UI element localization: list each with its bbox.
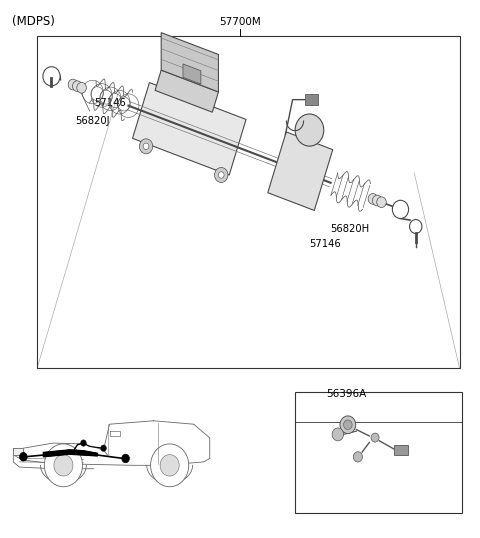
Text: 56820H: 56820H xyxy=(331,224,370,234)
Polygon shape xyxy=(268,132,333,210)
Circle shape xyxy=(371,433,379,442)
Circle shape xyxy=(344,420,352,429)
Bar xyxy=(304,94,318,105)
Circle shape xyxy=(151,444,189,487)
Circle shape xyxy=(372,195,382,206)
Circle shape xyxy=(353,452,362,462)
Bar xyxy=(394,445,408,455)
Text: 57700M: 57700M xyxy=(219,17,261,27)
Text: 57146: 57146 xyxy=(95,98,126,109)
Polygon shape xyxy=(132,82,246,175)
Bar xyxy=(295,392,462,513)
Circle shape xyxy=(101,445,107,451)
Circle shape xyxy=(44,444,83,487)
Circle shape xyxy=(68,79,78,90)
Circle shape xyxy=(81,440,86,446)
Circle shape xyxy=(54,455,73,476)
Circle shape xyxy=(332,428,344,441)
Circle shape xyxy=(215,167,228,182)
Polygon shape xyxy=(43,450,97,457)
Text: 56396A: 56396A xyxy=(326,388,366,399)
Polygon shape xyxy=(183,64,201,84)
Circle shape xyxy=(143,143,149,150)
Circle shape xyxy=(43,67,60,86)
Text: 57146: 57146 xyxy=(309,239,341,249)
Polygon shape xyxy=(13,448,24,455)
Bar xyxy=(37,36,459,368)
Circle shape xyxy=(77,82,86,93)
Circle shape xyxy=(392,200,408,218)
Text: 56820J: 56820J xyxy=(75,116,110,125)
Circle shape xyxy=(160,455,179,476)
Circle shape xyxy=(72,81,82,91)
Circle shape xyxy=(295,114,324,146)
Polygon shape xyxy=(161,33,218,92)
Circle shape xyxy=(218,172,224,178)
Polygon shape xyxy=(155,70,218,112)
Text: (MDPS): (MDPS) xyxy=(12,15,55,28)
Circle shape xyxy=(20,452,27,461)
Circle shape xyxy=(139,139,153,154)
Circle shape xyxy=(340,416,356,434)
Circle shape xyxy=(122,454,130,463)
Circle shape xyxy=(409,220,422,233)
Circle shape xyxy=(377,197,386,208)
Circle shape xyxy=(368,194,378,204)
